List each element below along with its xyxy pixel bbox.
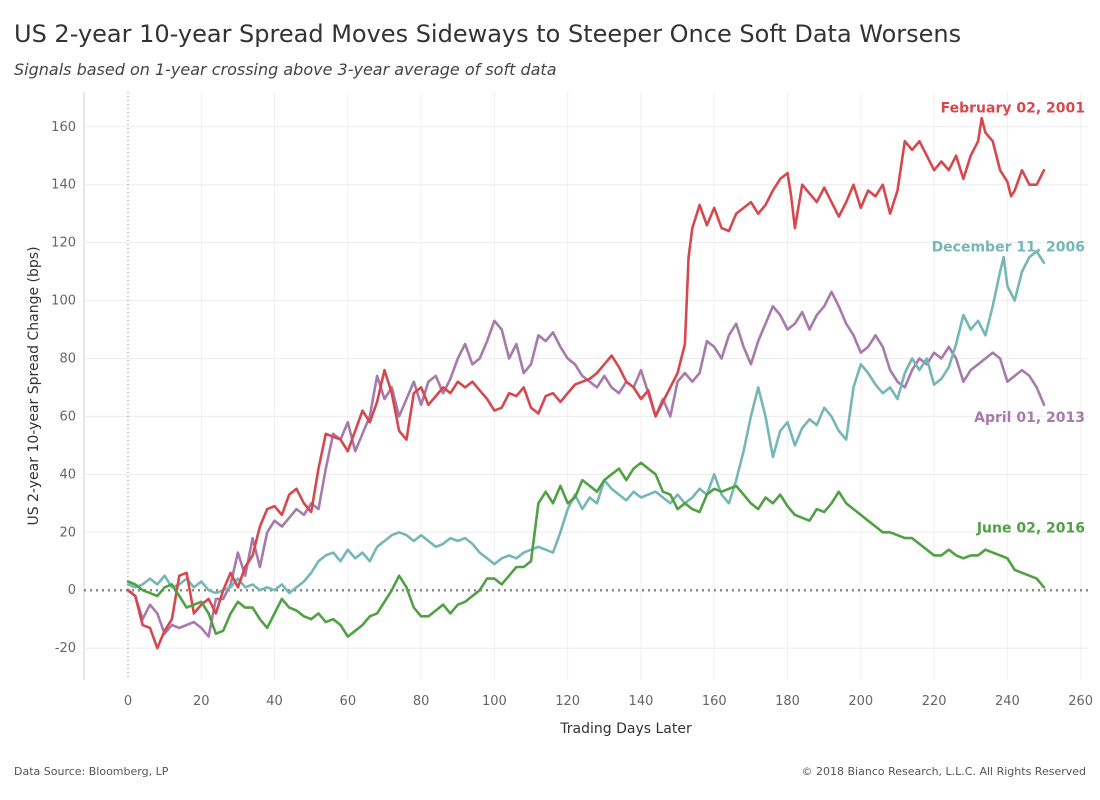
- series-line-december-11-2006: [126, 250, 1046, 595]
- chart-subtitle: Signals based on 1-year crossing above 3…: [14, 60, 557, 79]
- x-axis-title: Trading Days Later: [559, 721, 692, 737]
- x-tick-label: 220: [922, 694, 947, 709]
- x-tick-label: 0: [124, 694, 132, 709]
- series-line-june-02-2016: [126, 461, 1046, 638]
- y-tick-label: 140: [51, 178, 76, 193]
- y-tick-label: 160: [51, 120, 76, 135]
- x-tick-label: 100: [482, 694, 507, 709]
- x-tick-label: 120: [555, 694, 580, 709]
- chart-title: US 2-year 10-year Spread Moves Sideways …: [14, 20, 962, 48]
- copyright-note: © 2018 Bianco Research, L.L.C. All Right…: [801, 765, 1086, 778]
- x-tick-label: 40: [266, 694, 283, 709]
- x-tick-label: 160: [702, 694, 727, 709]
- x-tick-label: 260: [1068, 694, 1093, 709]
- y-tick-label: 60: [59, 409, 76, 424]
- series-label: February 02, 2001: [941, 100, 1085, 116]
- x-tick-label: 60: [340, 694, 357, 709]
- y-tick-label: -20: [55, 641, 76, 656]
- y-tick-label: 80: [59, 351, 76, 366]
- series-line-february-02-2001: [126, 116, 1046, 650]
- y-tick-label: 120: [51, 236, 76, 251]
- y-tick-label: 100: [51, 294, 76, 309]
- x-tick-label: 200: [848, 694, 873, 709]
- x-tick-label: 140: [629, 694, 654, 709]
- y-tick-label: 0: [68, 583, 76, 598]
- y-tick-label: 20: [59, 525, 76, 540]
- series-label: December 11, 2006: [932, 239, 1085, 255]
- series-label: April 01, 2013: [974, 410, 1085, 426]
- x-tick-label: 80: [413, 694, 430, 709]
- series-line-april-01-2013: [126, 290, 1046, 638]
- x-tick-label: 20: [193, 694, 210, 709]
- series-label: June 02, 2016: [976, 520, 1085, 536]
- x-tick-label: 180: [775, 694, 800, 709]
- data-source-note: Data Source: Bloomberg, LP: [14, 765, 169, 778]
- x-tick-label: 240: [995, 694, 1020, 709]
- y-tick-label: 40: [59, 467, 76, 482]
- y-axis-title: US 2-year 10-year Spread Change (bps): [26, 246, 42, 525]
